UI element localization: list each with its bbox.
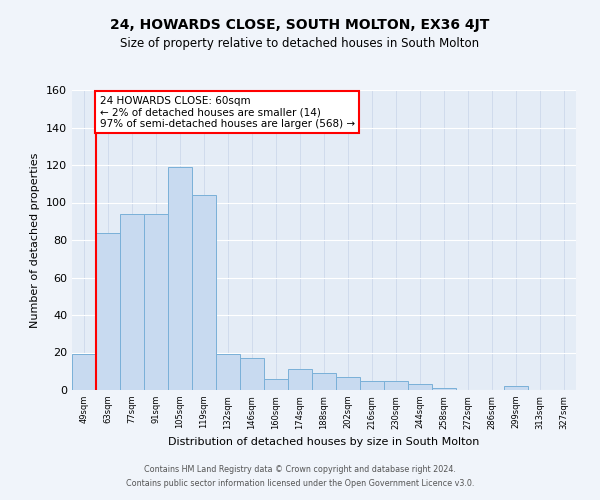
Bar — [360, 380, 384, 390]
Text: Contains HM Land Registry data © Crown copyright and database right 2024.
Contai: Contains HM Land Registry data © Crown c… — [126, 466, 474, 487]
Bar — [96, 232, 120, 390]
Bar — [144, 214, 168, 390]
Text: 24 HOWARDS CLOSE: 60sqm
← 2% of detached houses are smaller (14)
97% of semi-det: 24 HOWARDS CLOSE: 60sqm ← 2% of detached… — [100, 96, 355, 129]
Bar — [240, 358, 264, 390]
Bar — [336, 377, 360, 390]
Bar — [288, 370, 312, 390]
Bar — [432, 388, 456, 390]
Bar — [384, 380, 408, 390]
Bar — [120, 214, 144, 390]
Text: 24, HOWARDS CLOSE, SOUTH MOLTON, EX36 4JT: 24, HOWARDS CLOSE, SOUTH MOLTON, EX36 4J… — [110, 18, 490, 32]
Bar — [312, 373, 336, 390]
Bar — [408, 384, 432, 390]
Bar — [72, 354, 96, 390]
Text: Size of property relative to detached houses in South Molton: Size of property relative to detached ho… — [121, 38, 479, 51]
Y-axis label: Number of detached properties: Number of detached properties — [31, 152, 40, 328]
X-axis label: Distribution of detached houses by size in South Molton: Distribution of detached houses by size … — [169, 437, 479, 447]
Bar — [192, 195, 216, 390]
Bar — [504, 386, 528, 390]
Bar — [168, 167, 192, 390]
Bar — [264, 379, 288, 390]
Bar — [216, 354, 240, 390]
